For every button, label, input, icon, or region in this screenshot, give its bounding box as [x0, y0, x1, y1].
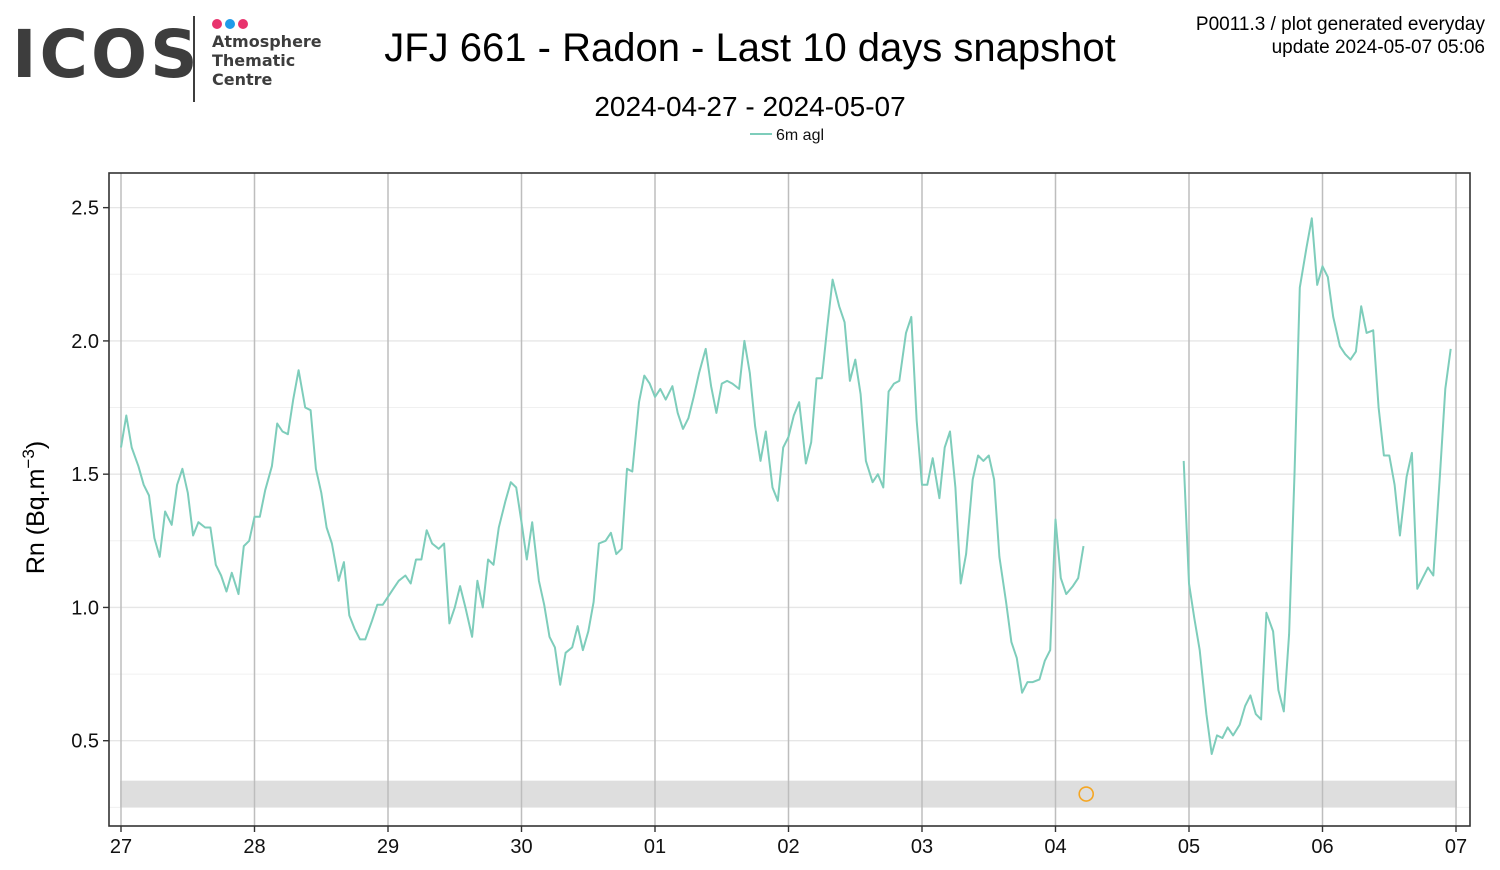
legend-label: 6m agl	[776, 127, 824, 144]
x-tick-label: 03	[911, 836, 933, 858]
plot-info: P0011.3 / plot generated everyday update…	[1196, 13, 1485, 59]
chart-title: JFJ 661 - Radon - Last 10 days snapshot	[384, 26, 1116, 70]
x-tick-label: 30	[510, 836, 532, 858]
x-tick-label: 02	[777, 836, 799, 858]
marker-layer	[1078, 786, 1095, 802]
plot-frame	[108, 172, 1471, 827]
logo-divider	[193, 16, 195, 102]
x-tick-label: 05	[1178, 836, 1200, 858]
series-line-segment-1	[120, 278, 1085, 694]
logo-dots	[212, 16, 251, 34]
y-axis-label: Rn (Bq.m−3)	[19, 441, 50, 574]
chart-subtitle: 2024-04-27 - 2024-05-07	[594, 91, 906, 122]
logo-line-1: Atmosphere	[212, 32, 322, 51]
flag-band-layer	[120, 780, 1457, 808]
series-line-segment-2	[1182, 217, 1452, 755]
y-tick-label: 1.5	[71, 464, 99, 486]
x-tick-label: 04	[1044, 836, 1066, 858]
plot-info-line-2: update 2024-05-07 05:06	[1271, 37, 1485, 58]
flag-marker	[1078, 786, 1095, 802]
logo-wordmark: ICOS	[12, 16, 201, 93]
x-tick-label: 06	[1311, 836, 1333, 858]
y-tick-label: 2.0	[71, 331, 99, 353]
icos-logo: ICOS Atmosphere Thematic Centre	[10, 14, 330, 106]
y-tick-label: 0.5	[71, 731, 99, 753]
y-tick-label: 1.0	[71, 597, 99, 619]
x-tick-label: 27	[110, 836, 132, 858]
y-tick-label: 2.5	[71, 198, 99, 220]
logo-dot-1	[212, 19, 222, 29]
logo-dot-2	[225, 19, 235, 29]
logo-dot-3	[238, 19, 248, 29]
x-tick-label: 29	[377, 836, 399, 858]
logo-line-2: Thematic	[212, 51, 296, 70]
grid-lines	[109, 173, 1470, 826]
logo-line-3: Centre	[212, 70, 273, 89]
legend: 6m agl	[750, 127, 824, 144]
x-tick-label: 07	[1445, 836, 1467, 858]
series-layer	[120, 217, 1452, 755]
plot-info-line-1: P0011.3 / plot generated everyday	[1195, 14, 1485, 35]
x-tick-label: 01	[644, 836, 666, 858]
axes: 0.5 1.0 1.5 2.0 2.5 27 28 29 30 01 02 03 04 05 06 07	[71, 198, 1467, 858]
logo-subtitle: Atmosphere Thematic Centre	[212, 32, 322, 89]
x-tick-label: 28	[243, 836, 265, 858]
